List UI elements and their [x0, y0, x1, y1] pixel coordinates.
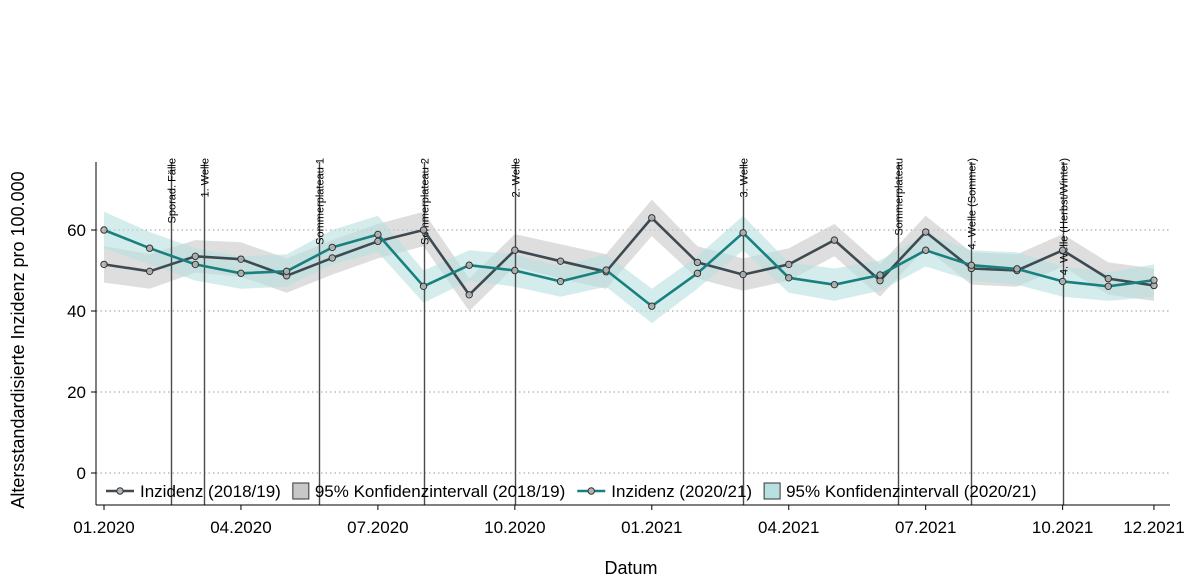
- phase-label: 3. Welle: [739, 158, 751, 198]
- series-line-0: [103, 216, 1155, 297]
- data-point: [237, 255, 245, 263]
- data-point: [328, 243, 336, 252]
- x-tick-label: 12.2021: [1123, 518, 1184, 537]
- data-point: [282, 267, 291, 276]
- legend-point-swatch: [587, 487, 595, 495]
- data-point: [1058, 277, 1067, 286]
- data-point: [693, 269, 702, 278]
- legend-entry: 95% Konfidenzintervall (2020/21): [763, 482, 1037, 501]
- data-point: [648, 302, 656, 310]
- data-point: [419, 226, 428, 234]
- data-point: [145, 267, 154, 276]
- data-point: [511, 246, 519, 254]
- data-point: [374, 230, 382, 239]
- y-tick-label: 40: [67, 302, 86, 321]
- phase-label: Sporad. Fälle: [167, 158, 179, 223]
- data-point: [1058, 246, 1067, 254]
- x-tick-label: 10.2021: [1032, 518, 1093, 537]
- data-point: [419, 282, 428, 290]
- y-tick-label: 60: [67, 221, 86, 240]
- y-axis-title: Altersstandardisierte Inzidenz pro 100.0…: [8, 171, 28, 508]
- data-point: [602, 266, 610, 274]
- data-point: [922, 246, 930, 254]
- ci-band-series-1: [104, 211, 1154, 324]
- y-tick-label: 20: [67, 383, 86, 402]
- phase-label: 2. Welle: [511, 158, 523, 198]
- phase-label: 1. Welle: [200, 158, 212, 198]
- data-point: [100, 226, 108, 234]
- data-point: [191, 252, 200, 261]
- legend-label: Inzidenz (2020/21): [611, 482, 752, 501]
- legend-label: Inzidenz (2018/19): [140, 482, 281, 501]
- legend-point-swatch: [116, 487, 124, 495]
- x-tick-label: 04.2020: [210, 518, 271, 537]
- data-point: [693, 258, 702, 267]
- series-line-1: [103, 228, 1155, 308]
- data-point: [1150, 276, 1158, 284]
- legend-band-swatch: [763, 482, 781, 500]
- data-point: [556, 277, 565, 286]
- x-axis-title: Datum: [604, 558, 657, 578]
- data-point: [922, 228, 930, 236]
- x-tick-label: 07.2021: [895, 518, 956, 537]
- x-tick-label: 07.2020: [347, 518, 408, 537]
- data-point: [785, 260, 793, 269]
- data-point: [1013, 265, 1021, 273]
- legend-band-swatch: [292, 482, 310, 500]
- ci-band-layer: [104, 199, 1154, 324]
- data-point: [876, 271, 884, 279]
- data-point: [465, 291, 473, 299]
- y-tick-label: 0: [77, 464, 86, 483]
- legend-entry: Inzidenz (2018/19): [106, 482, 281, 501]
- data-point: [1104, 282, 1113, 290]
- phase-label: Sommerplateau 2: [420, 158, 432, 245]
- data-point: [1104, 274, 1113, 283]
- data-point: [648, 214, 656, 222]
- data-point: [556, 257, 565, 265]
- data-point: [785, 274, 793, 282]
- legend: Inzidenz (2018/19) 95% Konfidenzintervall…: [106, 482, 1037, 501]
- axis-layer: 0 20 40 60 01.2020 04.2020 07.2020 10.2020 01.20…: [67, 162, 1185, 537]
- data-point: [191, 260, 200, 269]
- series-line-layer: [100, 214, 1158, 310]
- data-point: [511, 266, 519, 275]
- data-point: [145, 244, 154, 252]
- data-point: [830, 236, 839, 244]
- phase-label: Sommerplateau: [894, 158, 906, 236]
- phase-label: Sommerplateau 1: [315, 158, 327, 245]
- phase-label: 4. Welle (Sommer): [967, 158, 979, 249]
- legend-label: 95% Konfidenzintervall (2020/21): [786, 482, 1036, 501]
- legend-label: 95% Konfidenzintervall (2018/19): [315, 482, 565, 501]
- x-tick-label: 10.2020: [484, 518, 545, 537]
- legend-entry: 95% Konfidenzintervall (2018/19): [292, 482, 565, 501]
- phase-marker-layer: Sporad. Fälle 1. Welle Sommerplateau 1 Somm…: [167, 158, 1071, 505]
- data-point: [237, 269, 245, 278]
- x-tick-label: 01.2021: [621, 518, 682, 537]
- data-point: [465, 261, 473, 269]
- data-point: [328, 254, 336, 262]
- x-tick-label: 04.2021: [758, 518, 819, 537]
- x-tick-label: 01.2020: [73, 518, 134, 537]
- legend-entry: Inzidenz (2020/21): [577, 482, 752, 501]
- data-point: [100, 260, 108, 269]
- phase-label: 4. Welle (Herbst/Winter): [1059, 158, 1071, 275]
- data-point: [739, 229, 747, 237]
- data-point: [967, 261, 976, 269]
- data-point: [374, 237, 382, 246]
- data-point: [830, 280, 839, 289]
- data-point: [739, 270, 747, 279]
